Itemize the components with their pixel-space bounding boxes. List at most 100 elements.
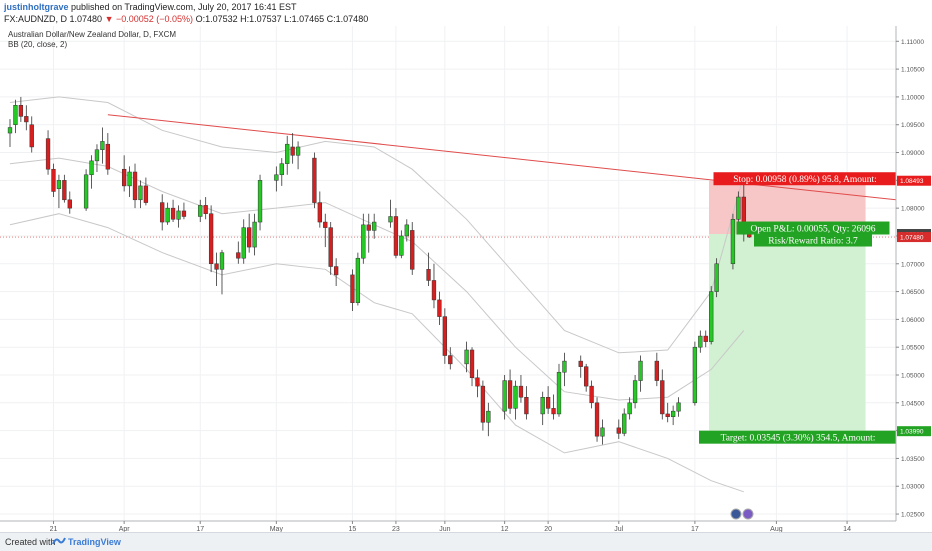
time-tick-label: Aug <box>770 526 783 532</box>
published-text: published on TradingView.com, July 20, 2… <box>71 2 297 12</box>
candle-body <box>502 380 507 412</box>
target-label-text: Target: 0.03545 (3.30%) 354.5, Amount: <box>721 433 876 444</box>
candle-body <box>698 335 703 348</box>
time-tick-label: May <box>270 526 284 532</box>
candle-body <box>410 230 415 270</box>
publish-info: justinholtgrave published on TradingView… <box>4 2 297 12</box>
price-tick-label: 1.08000 <box>901 206 925 213</box>
price-axis[interactable]: 1.025001.030001.035001.040001.045001.050… <box>895 26 932 532</box>
tradingview-brand[interactable]: TradingView <box>68 537 121 547</box>
candle <box>589 380 594 409</box>
price-marker-last: 1.07480 <box>897 232 931 243</box>
candle-body <box>279 163 284 176</box>
candle <box>388 199 393 228</box>
candle-body <box>464 349 469 365</box>
candle <box>279 158 284 186</box>
candle <box>328 222 333 275</box>
candle-body <box>89 160 94 176</box>
candle-body <box>660 380 665 415</box>
candle-body <box>551 408 556 415</box>
time-tick-label: 17 <box>196 526 204 532</box>
candle <box>638 355 643 392</box>
candle-body <box>393 216 399 256</box>
candle-body <box>366 224 371 231</box>
candle <box>622 408 627 437</box>
time-tick-label: 17 <box>691 526 699 532</box>
candle-body <box>94 149 100 162</box>
event-icon[interactable] <box>742 508 754 520</box>
price-tick-label: 1.07000 <box>901 261 925 268</box>
price-marker-bg <box>897 232 931 243</box>
candle <box>627 397 632 420</box>
candle <box>600 419 605 445</box>
stop-label: Stop: 0.00958 (0.89%) 95.8, Amount: <box>713 172 897 186</box>
candle-body <box>480 385 486 423</box>
candle <box>45 130 51 175</box>
candle-body <box>638 360 643 381</box>
candle <box>105 133 110 175</box>
candle-body <box>127 171 132 187</box>
candle <box>654 352 659 387</box>
price-tick-label: 1.10000 <box>901 94 925 101</box>
candle <box>469 347 475 387</box>
price-marker-text: 1.03990 <box>900 429 924 436</box>
candle <box>317 191 322 228</box>
candle-body <box>290 146 295 156</box>
candle <box>698 330 703 353</box>
candle-body <box>632 380 638 404</box>
candle-body <box>29 124 34 148</box>
candle-body <box>170 207 176 220</box>
candle <box>361 213 366 264</box>
candle <box>323 213 328 248</box>
candle-body <box>165 207 170 223</box>
candle-body <box>317 202 322 223</box>
candle-body <box>469 349 475 379</box>
candle-body <box>160 202 165 223</box>
candle-body <box>62 180 67 201</box>
candle <box>138 180 143 209</box>
candle <box>730 213 736 270</box>
candle <box>524 386 529 420</box>
candle <box>410 222 415 275</box>
price-change: ▼ −0.00052 (−0.05%) <box>104 14 194 24</box>
candle <box>290 133 295 164</box>
candle <box>100 127 105 164</box>
candle-body <box>714 263 719 292</box>
candle <box>507 369 513 414</box>
candle <box>431 263 437 309</box>
flag-icon[interactable] <box>730 508 742 520</box>
candle-body <box>257 180 263 223</box>
candle <box>584 363 589 392</box>
candle-body <box>692 346 698 404</box>
trendline[interactable] <box>107 114 897 201</box>
candle-body <box>219 252 225 270</box>
candle <box>160 194 165 231</box>
candle <box>241 219 246 264</box>
candle <box>594 397 600 442</box>
author-link[interactable]: justinholtgrave <box>4 2 69 12</box>
candle-body <box>295 146 301 156</box>
candle-body <box>241 227 246 259</box>
candle <box>393 208 399 259</box>
candle-body <box>545 397 551 409</box>
candle <box>670 405 676 426</box>
price-marker-text: 1.07480 <box>900 235 924 242</box>
price-marker-stop: 1.08493 <box>897 175 931 186</box>
candle <box>578 355 583 378</box>
last-price: 1.07480 <box>69 14 103 24</box>
position-zones <box>709 180 866 432</box>
symbol-text: FX:AUDNZD, D <box>4 14 67 24</box>
candle <box>714 258 719 298</box>
candle-body <box>67 199 72 209</box>
candle <box>203 197 208 220</box>
candle-body <box>105 143 110 170</box>
candle-body <box>121 168 127 187</box>
time-axis[interactable]: 21 Apr 17 May 15 23 Jun 12 20 Jul 17 Aug 14 <box>0 520 896 532</box>
candle <box>127 166 132 198</box>
candle <box>399 230 404 259</box>
tradingview-logo-icon <box>52 537 66 545</box>
candle-body <box>83 174 89 209</box>
position-labels: Stop: 0.00958 (0.89%) 95.8, Amount: Open … <box>699 172 897 444</box>
chart-icons[interactable] <box>730 508 754 520</box>
price-chart[interactable]: Stop: 0.00958 (0.89%) 95.8, Amount: Open … <box>0 26 932 532</box>
